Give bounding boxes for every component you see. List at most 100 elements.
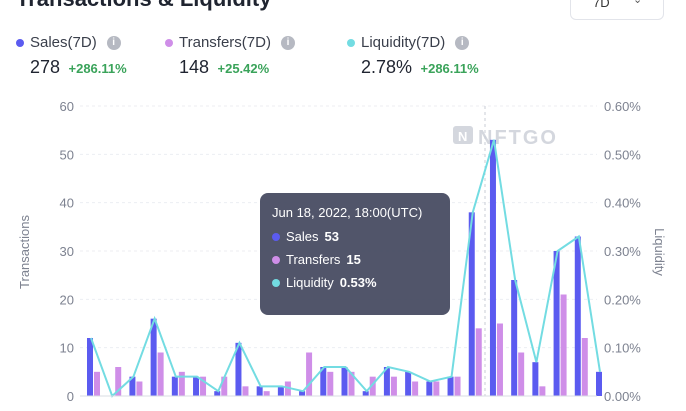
stat-change: +286.11% (68, 61, 127, 76)
info-icon[interactable]: i (280, 35, 295, 50)
sales-bar[interactable] (277, 386, 284, 396)
stat-value: 2.78% (361, 57, 413, 77)
liquidity-dot (272, 278, 280, 287)
stat-label: Liquidity(7D) (361, 34, 446, 51)
y2-tick-label: 0.10% (604, 341, 641, 356)
sales-bar[interactable] (320, 367, 327, 396)
tooltip-row-liquidity: Liquidity 0.53% (272, 275, 438, 290)
sales-bar[interactable] (214, 391, 221, 396)
sales-bar[interactable] (193, 376, 200, 396)
y2-axis-label: Liquidity (652, 228, 667, 276)
transfers-bar[interactable] (115, 367, 122, 396)
sales-bar[interactable] (341, 367, 348, 396)
sales-bar[interactable] (489, 139, 496, 397)
transfers-bar[interactable] (369, 376, 376, 396)
transfers-dot (272, 255, 280, 264)
chevron-down-icon: ⌄ (633, 0, 643, 6)
stat-liquidity: Liquidity(7D) i 2.78% +286.11% (347, 34, 479, 78)
sales-bar[interactable] (87, 338, 93, 396)
transfers-bar[interactable] (412, 381, 419, 397)
sales-bar[interactable] (129, 376, 136, 396)
transfers-bar[interactable] (454, 376, 461, 396)
sales-dot (272, 232, 280, 241)
sales-bar[interactable] (171, 376, 178, 396)
sales-bar[interactable] (596, 371, 602, 396)
y2-tick-label: 0.00% (604, 389, 641, 404)
info-icon[interactable]: i (455, 35, 470, 50)
page-title: Transactions & Liquidity (16, 0, 271, 12)
tooltip-value: 15 (346, 252, 361, 267)
nftgo-watermark: N NFTGO (453, 126, 558, 149)
stat-transfers: Transfers(7D) i 148 +25.42% (165, 34, 295, 78)
stat-sales: Sales(7D) i 278 +286.11% (16, 34, 127, 78)
stat-label: Sales(7D) (30, 34, 97, 51)
transfers-bar[interactable] (518, 352, 525, 397)
sales-bar[interactable] (362, 391, 369, 396)
stat-change: +25.42% (217, 61, 270, 76)
y-tick-label: 10 (60, 341, 74, 356)
tooltip-title: Jun 18, 2022, 18:00(UTC) (272, 205, 423, 220)
tooltip-value: 0.53% (339, 275, 377, 290)
tooltip-label: Transfers (286, 252, 341, 267)
transfers-bar[interactable] (157, 352, 164, 397)
y-tick-label: 40 (60, 196, 74, 211)
tooltip-row-transfers: Transfers 15 (272, 252, 438, 267)
stat-value: 148 (179, 57, 210, 77)
transfers-bar[interactable] (242, 386, 249, 396)
y2-tick-label: 0.50% (604, 147, 641, 162)
tooltip-label: Liquidity (286, 275, 334, 290)
liquidity-legend-dot (347, 38, 355, 47)
sales-bar[interactable] (511, 280, 518, 396)
stat-value: 278 (30, 57, 61, 77)
transfers-bar[interactable] (284, 381, 291, 397)
stat-change: +286.11% (420, 61, 479, 76)
sales-bar[interactable] (235, 342, 242, 396)
info-icon[interactable]: i (106, 35, 121, 50)
y-tick-label: 0 (67, 389, 74, 404)
transfers-legend-dot (165, 38, 173, 47)
watermark-text: NFTGO (478, 127, 558, 149)
stat-label: Transfers(7D) (179, 34, 271, 51)
tooltip-label: Sales (286, 229, 319, 244)
transfers-bar[interactable] (263, 391, 270, 396)
transfers-bar[interactable] (496, 323, 503, 397)
transfers-bar[interactable] (306, 352, 313, 397)
time-range-select[interactable]: 7D ⌄ (570, 0, 664, 20)
transfers-bar[interactable] (178, 371, 185, 396)
transfers-bar[interactable] (200, 376, 207, 396)
transfers-bar[interactable] (136, 381, 143, 397)
sales-bar[interactable] (383, 367, 390, 396)
y-tick-label: 20 (60, 292, 74, 307)
transfers-bar[interactable] (390, 376, 397, 396)
transfers-bar[interactable] (327, 371, 334, 396)
transfers-bar[interactable] (433, 381, 440, 397)
transfers-bar[interactable] (539, 386, 546, 396)
y-tick-label: 30 (60, 244, 74, 259)
transfers-bar[interactable] (560, 294, 567, 397)
liquidity-line[interactable] (90, 139, 601, 398)
y-tick-label: 60 (60, 99, 74, 114)
tooltip-value: 53 (324, 229, 339, 244)
chart-tooltip: Jun 18, 2022, 18:00(UTC) Sales 53 Transf… (260, 193, 450, 315)
sales-bar[interactable] (553, 251, 560, 396)
sales-bar[interactable] (299, 391, 306, 396)
transfers-bar[interactable] (581, 338, 588, 396)
y2-tick-label: 0.60% (604, 99, 641, 114)
tooltip-row-sales: Sales 53 (272, 229, 438, 244)
sales-bar[interactable] (468, 212, 475, 396)
transfers-bar[interactable] (221, 376, 228, 396)
transfers-bar[interactable] (94, 371, 100, 396)
sales-bar[interactable] (532, 362, 539, 396)
sales-bar[interactable] (256, 386, 263, 396)
transfers-bar[interactable] (348, 371, 355, 396)
y2-tick-label: 0.20% (604, 292, 641, 307)
transfers-bar[interactable] (475, 328, 482, 396)
sales-bar[interactable] (574, 236, 581, 397)
svg-text:N: N (458, 129, 467, 144)
sales-bar[interactable] (150, 318, 157, 396)
sales-bar[interactable] (426, 381, 433, 397)
y-axis-label: Transactions (17, 215, 32, 289)
sales-bar[interactable] (405, 371, 412, 396)
sales-bar[interactable] (447, 376, 454, 396)
y-tick-label: 50 (60, 147, 74, 162)
